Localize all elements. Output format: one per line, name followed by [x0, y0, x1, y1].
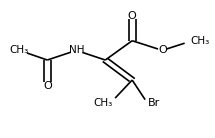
Text: O: O: [128, 11, 137, 21]
Text: CH₃: CH₃: [10, 45, 29, 55]
Text: CH₃: CH₃: [94, 98, 113, 108]
Text: Br: Br: [148, 98, 161, 108]
Text: CH₃: CH₃: [190, 36, 209, 46]
Text: O: O: [43, 81, 52, 91]
Text: O: O: [158, 45, 167, 55]
Text: NH: NH: [69, 45, 84, 55]
